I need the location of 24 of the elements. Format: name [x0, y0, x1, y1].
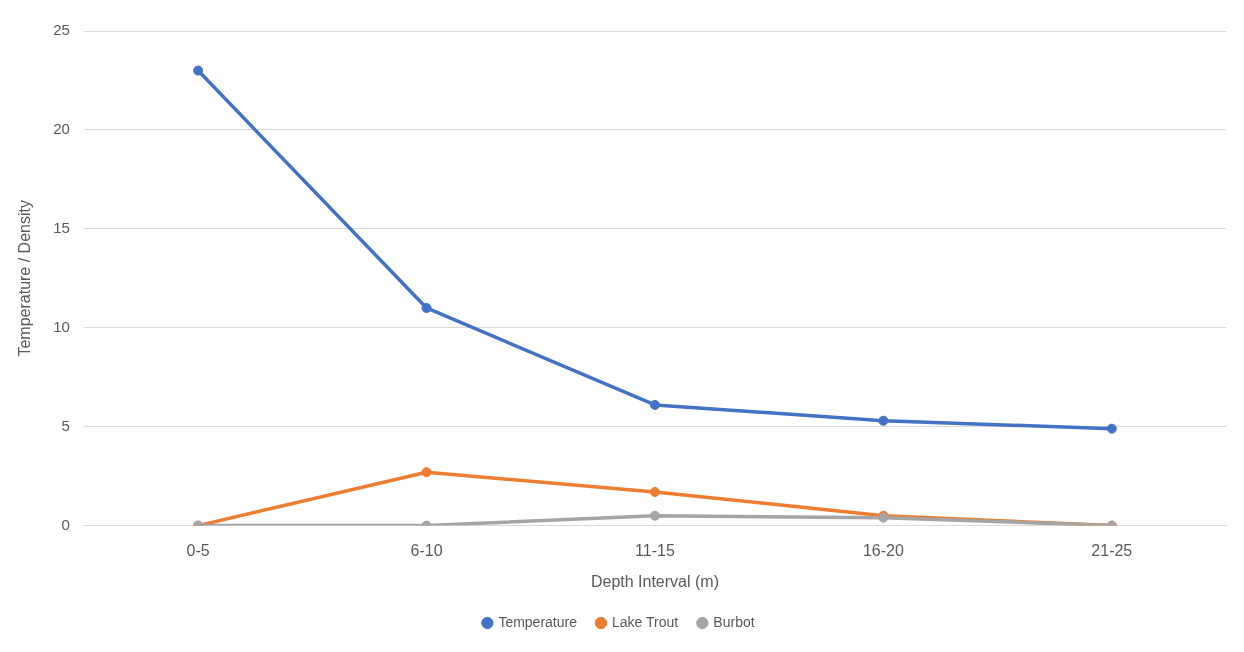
point [649, 399, 660, 410]
y-tick-label: 25 [53, 21, 70, 39]
y-tick-label: 0 [61, 515, 70, 533]
legend-label: Temperature [498, 613, 578, 630]
point [649, 510, 660, 521]
legend-label: Lake Trout [611, 613, 679, 630]
point [421, 467, 432, 478]
y-tick-label: 5 [61, 416, 70, 434]
point [649, 486, 660, 497]
x-tick-label: 11-15 [635, 541, 675, 559]
y-axis-title: Temperature / Density [16, 200, 34, 357]
x-axis-title: Depth Interval (m) [590, 572, 719, 590]
point [193, 65, 204, 76]
point [421, 302, 432, 313]
point [878, 415, 889, 426]
x-tick-label: 6-10 [410, 541, 443, 559]
x-tick-label: 0-5 [186, 541, 210, 559]
legend-label: Burbot [713, 613, 755, 630]
x-tick-label: 21-25 [1091, 541, 1133, 559]
y-tick-label: 10 [53, 317, 70, 335]
point [1106, 423, 1117, 434]
x-tick-label: 16-20 [862, 541, 904, 559]
y-tick-label: 15 [53, 218, 70, 236]
y-tick-label: 20 [53, 120, 70, 138]
